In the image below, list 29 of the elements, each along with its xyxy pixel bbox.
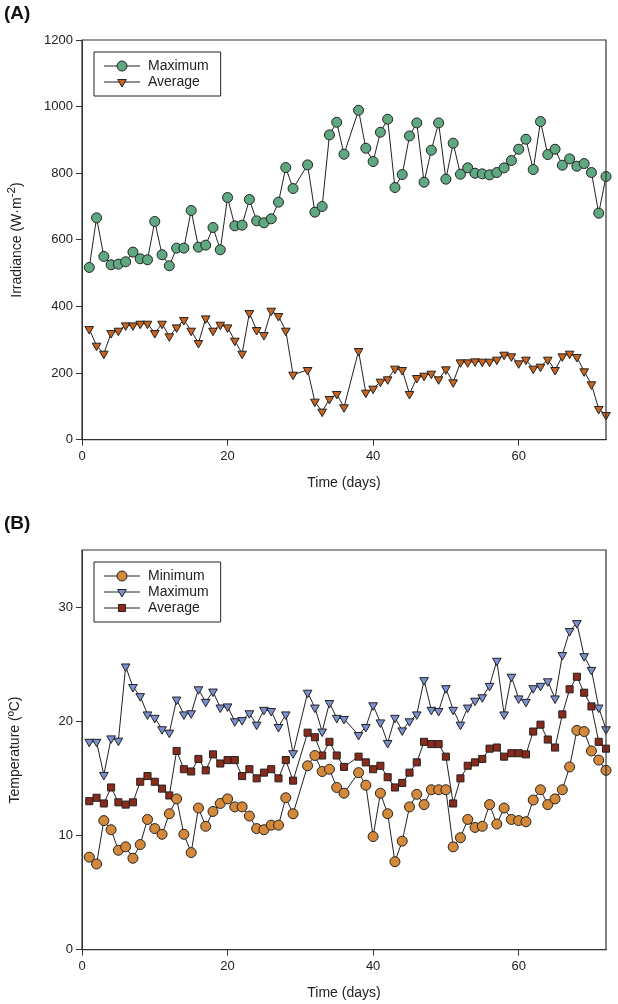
y-tick-label: 600 [51,231,73,247]
x-tick-label: 0 [78,447,86,463]
x-axis-title: Time (days) [307,984,381,1001]
y-tick-label: 1200 [44,31,73,47]
legend-label: Maximum [148,582,209,599]
x-tick-label: 0 [78,957,86,973]
x-tick-label: 20 [220,447,235,463]
legend-label: Minimum [148,566,205,583]
y-tick-label: 0 [65,941,73,957]
chart-title: (A) [4,2,31,24]
legend-label: Average [148,598,201,615]
x-tick-label: 60 [511,447,526,463]
y-tick-label: 10 [58,827,73,843]
x-tick-label: 20 [220,957,235,973]
y-axis-title: Temperature (ºC) [6,696,22,804]
y-tick-label: 400 [51,297,73,313]
y-tick-label: 30 [58,598,73,614]
y-tick-label: 200 [51,364,73,380]
x-tick-label: 40 [365,957,381,973]
y-tick-label: 20 [58,712,73,728]
chart-title: (B) [4,512,31,534]
y-tick-label: 800 [51,164,73,180]
x-axis-title: Time (days) [307,474,381,491]
y-tick-label: 1000 [44,98,73,114]
legend-label: Maximum [148,56,209,73]
x-tick-label: 40 [365,447,381,463]
legend-label: Average [148,72,201,89]
y-tick-label: 0 [65,431,73,447]
x-tick-label: 60 [511,957,526,973]
